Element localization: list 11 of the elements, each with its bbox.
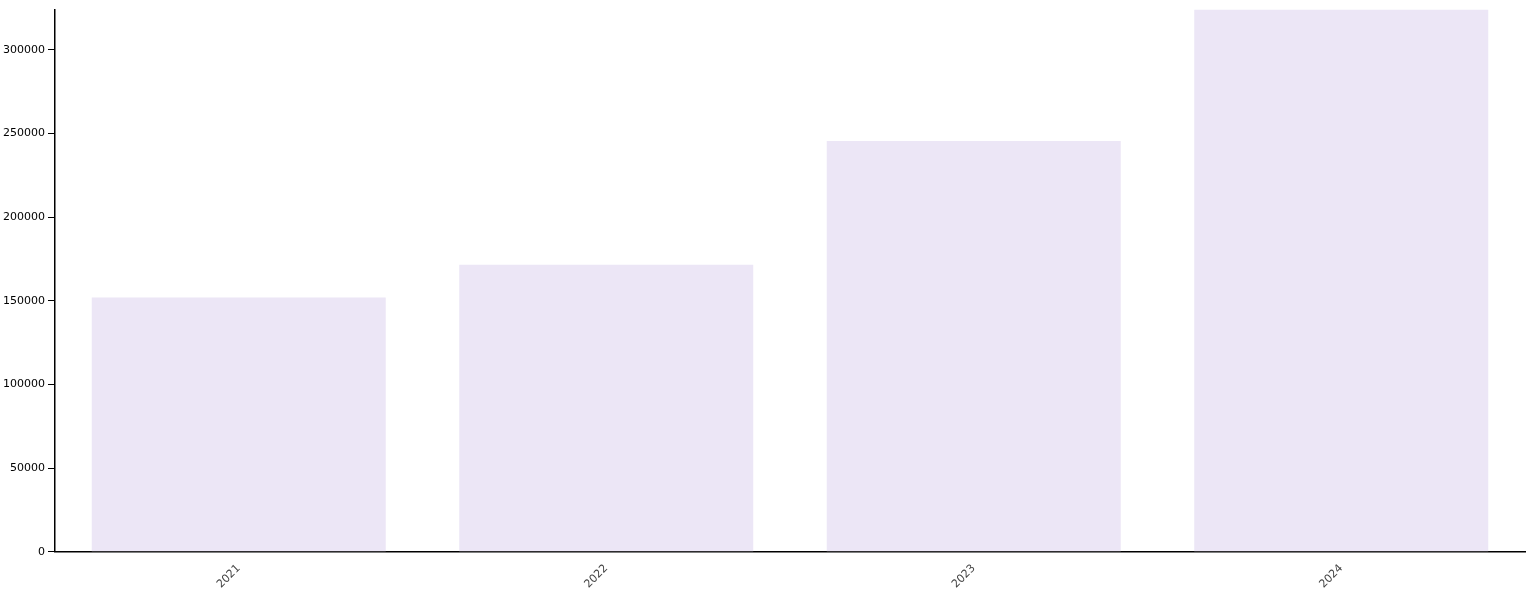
bar [1194, 9, 1489, 552]
bar [459, 264, 754, 552]
y-tick-label: 300000 [2, 42, 45, 56]
bar [91, 297, 386, 552]
y-tick-label: 200000 [2, 210, 45, 223]
y-tick-label: 150000 [2, 293, 45, 307]
y-tick-label: 50000 [9, 461, 45, 475]
y-tick-label: 250000 [2, 126, 45, 140]
bar [826, 140, 1121, 552]
y-tick-label: 100000 [2, 377, 45, 391]
y-tick-label: 0 [37, 544, 45, 558]
